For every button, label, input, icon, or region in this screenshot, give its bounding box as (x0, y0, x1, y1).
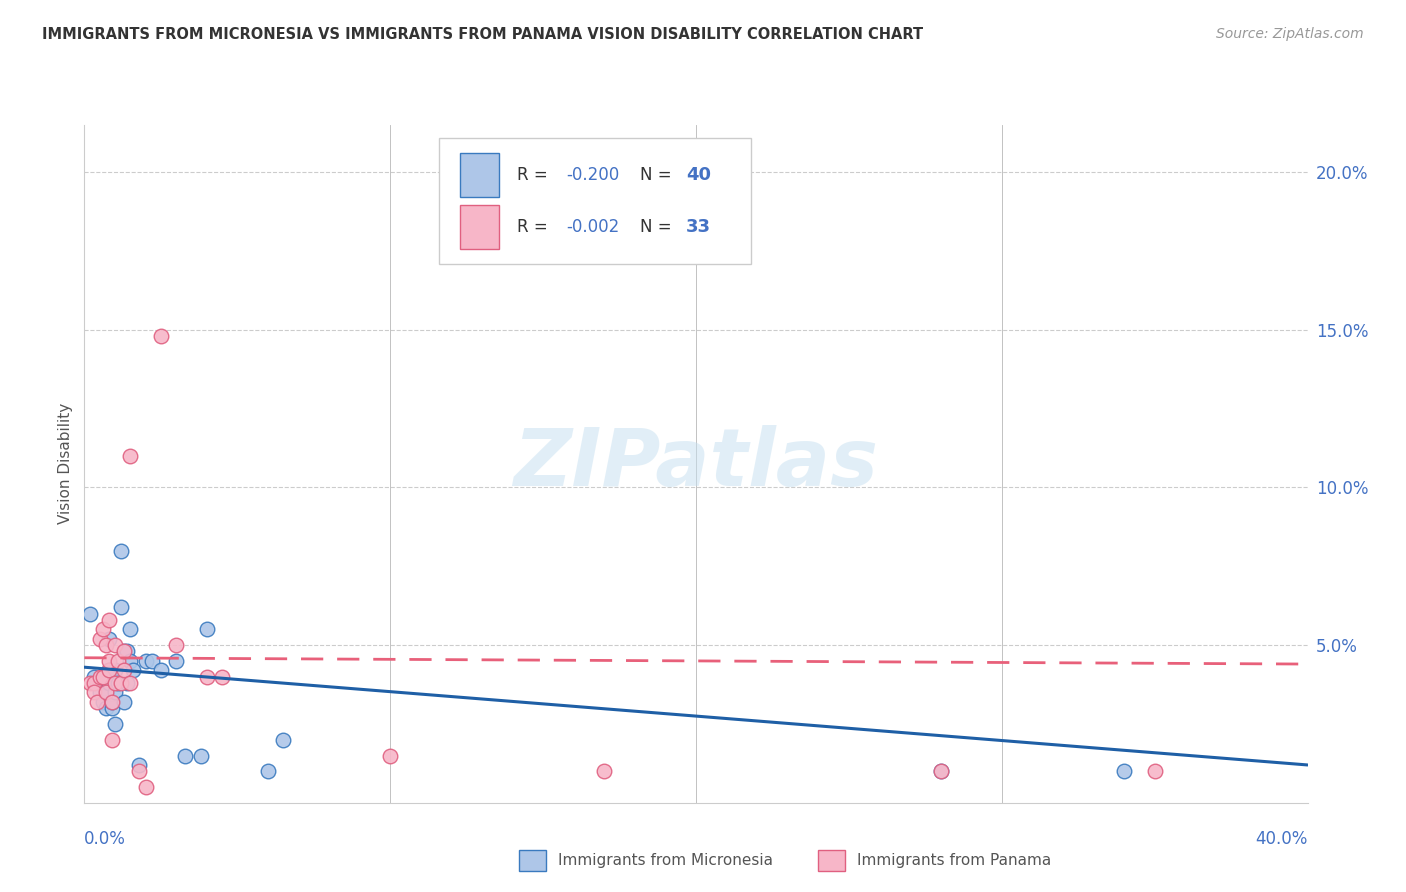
Text: ZIPatlas: ZIPatlas (513, 425, 879, 503)
Point (101, 695, 124, 709)
Text: IMMIGRANTS FROM MICRONESIA VS IMMIGRANTS FROM PANAMA VISION DISABILITY CORRELATI: IMMIGRANTS FROM MICRONESIA VS IMMIGRANTS… (42, 27, 924, 42)
Point (83, 676, 105, 690)
Point (141, 654, 163, 668)
Point (112, 644, 135, 658)
Point (94, 701, 117, 715)
Point (149, 664, 172, 678)
Point (115, 676, 138, 690)
Text: R =: R = (517, 219, 554, 236)
Point (101, 695, 124, 709)
Point (104, 676, 127, 690)
FancyBboxPatch shape (460, 205, 499, 249)
Point (112, 695, 135, 709)
Point (104, 638, 127, 652)
Point (83, 670, 105, 684)
FancyBboxPatch shape (519, 850, 546, 871)
Point (128, 758, 150, 772)
Point (104, 685, 127, 699)
Point (97, 664, 120, 678)
Point (120, 654, 142, 668)
Point (97, 664, 120, 678)
Text: Source: ZipAtlas.com: Source: ZipAtlas.com (1216, 27, 1364, 41)
Text: Immigrants from Panama: Immigrants from Panama (858, 853, 1052, 868)
Text: 40.0%: 40.0% (1256, 830, 1308, 848)
Point (120, 623, 142, 637)
Point (195, 670, 218, 684)
Point (89, 632, 111, 646)
Point (94, 685, 117, 699)
Text: Immigrants from Micronesia: Immigrants from Micronesia (558, 853, 773, 868)
Point (593, 764, 616, 779)
Point (271, 732, 294, 747)
Point (86, 676, 108, 690)
Point (94, 638, 117, 652)
Point (91, 670, 114, 684)
Point (257, 764, 280, 779)
Point (110, 676, 132, 690)
Point (97, 632, 120, 646)
Text: 40: 40 (686, 166, 711, 184)
Point (128, 764, 150, 779)
Point (104, 717, 127, 731)
Point (195, 623, 218, 637)
Point (149, 329, 172, 343)
Point (97, 654, 120, 668)
Text: 33: 33 (686, 219, 711, 236)
Text: 0.0%: 0.0% (84, 830, 127, 848)
Point (112, 644, 135, 658)
Point (929, 764, 952, 779)
Point (211, 670, 233, 684)
Point (94, 685, 117, 699)
Point (79, 607, 101, 621)
Point (165, 638, 187, 652)
Point (174, 748, 197, 763)
Point (110, 600, 132, 615)
Point (97, 613, 120, 627)
Point (104, 664, 127, 678)
Text: -0.200: -0.200 (567, 166, 620, 184)
Point (115, 644, 138, 658)
Text: N =: N = (640, 219, 676, 236)
Point (165, 654, 187, 668)
Point (135, 780, 157, 794)
Point (120, 676, 142, 690)
Text: -0.002: -0.002 (567, 219, 620, 236)
Point (122, 664, 145, 678)
Point (929, 764, 952, 779)
Point (110, 543, 132, 558)
FancyBboxPatch shape (818, 850, 845, 871)
Point (79, 676, 101, 690)
Point (91, 695, 114, 709)
Point (101, 732, 124, 747)
Text: N =: N = (640, 166, 676, 184)
Point (107, 676, 129, 690)
Point (190, 748, 212, 763)
Point (94, 676, 117, 690)
Point (83, 685, 105, 699)
FancyBboxPatch shape (460, 153, 499, 197)
Point (135, 654, 157, 668)
Point (380, 748, 402, 763)
Point (107, 654, 129, 668)
Point (89, 676, 111, 690)
Point (1114, 764, 1136, 779)
Point (89, 670, 111, 684)
FancyBboxPatch shape (439, 138, 751, 264)
Point (1143, 764, 1166, 779)
Text: R =: R = (517, 166, 554, 184)
Point (112, 664, 135, 678)
Point (86, 695, 108, 709)
Point (97, 676, 120, 690)
Point (91, 676, 114, 690)
Point (120, 449, 142, 463)
Point (91, 623, 114, 637)
Y-axis label: Vision Disability: Vision Disability (58, 403, 73, 524)
Point (89, 685, 111, 699)
Point (101, 701, 124, 715)
